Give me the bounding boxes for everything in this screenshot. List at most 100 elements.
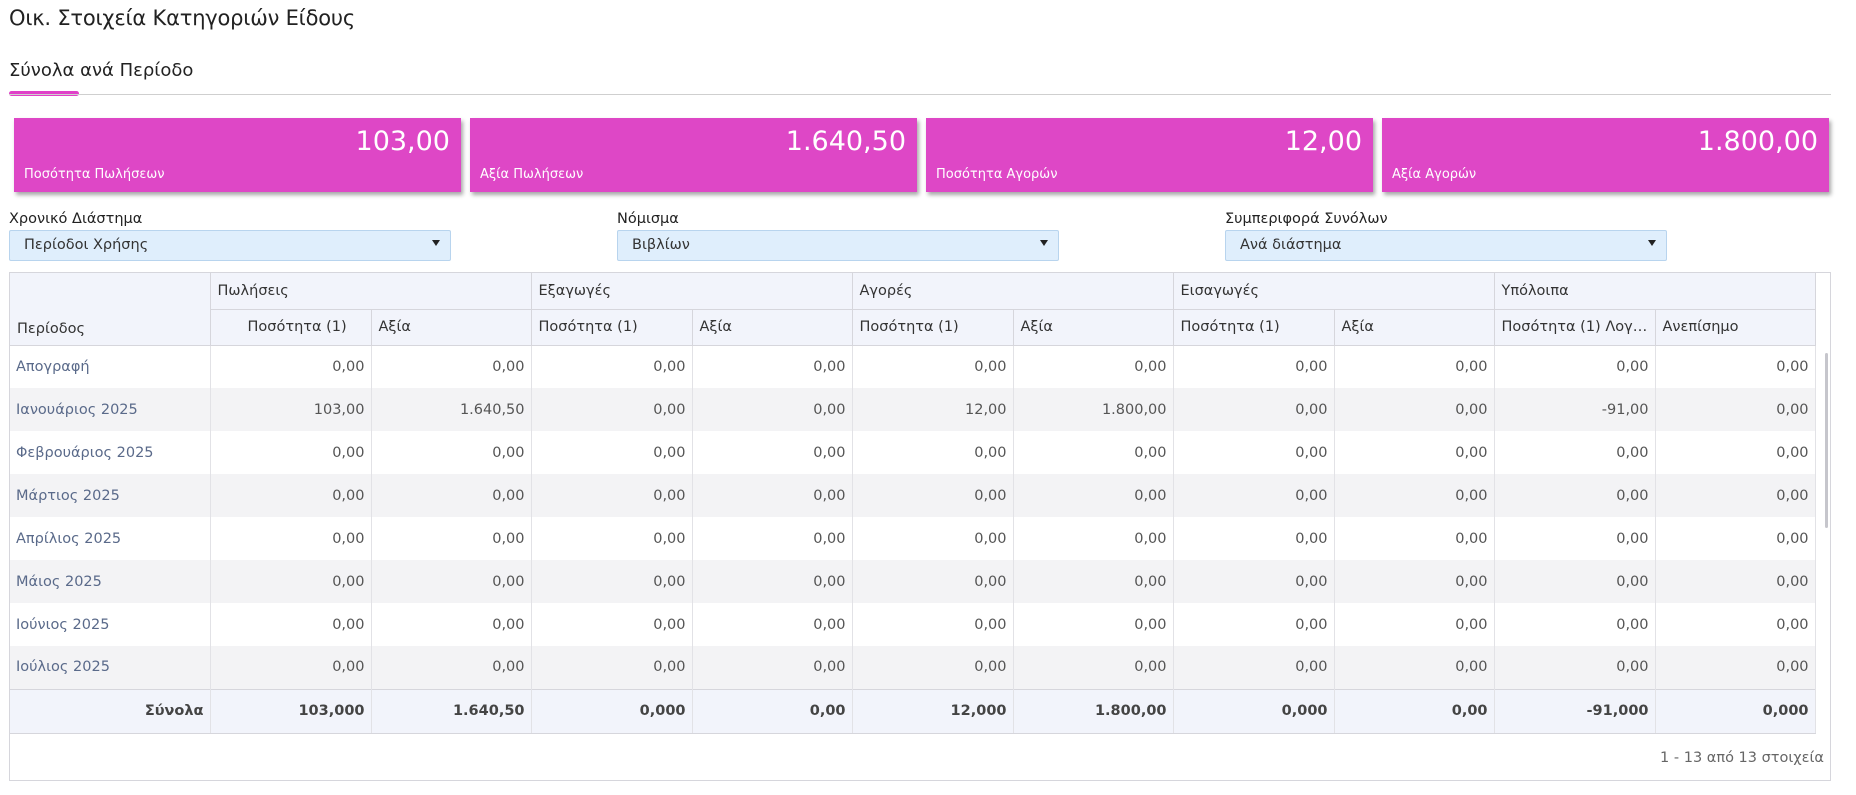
value-cell: 0,00 bbox=[1334, 431, 1495, 474]
value-cell: 0,00 bbox=[1334, 646, 1495, 689]
select-value: Βιβλίων bbox=[632, 237, 690, 253]
value-cell: 0,00 bbox=[371, 646, 532, 689]
summary-cards: 103,00 Ποσότητα Πωλήσεων 1.640,50 Αξία Π… bbox=[14, 118, 1829, 192]
card-label: Ποσότητα Πωλήσεων bbox=[24, 167, 165, 182]
group-header-balances: Υπόλοιπα bbox=[1494, 273, 1816, 310]
value-cell: 0,00 bbox=[1173, 388, 1335, 431]
value-cell: 0,00 bbox=[1655, 431, 1816, 474]
period-cell: Ιούνιος 2025 bbox=[10, 603, 211, 646]
table-row[interactable]: Φεβρουάριος 2025 0,00 0,00 0,00 0,00 0,00 0,00… bbox=[10, 431, 1816, 474]
value-cell: 0,00 bbox=[1334, 560, 1495, 603]
value-cell: 0,00 bbox=[1173, 474, 1335, 517]
total-cell: -91,000 bbox=[1494, 688, 1656, 734]
value-cell: 0,00 bbox=[371, 603, 532, 646]
value-cell: 0,00 bbox=[692, 646, 853, 689]
column-header-sales-quantity[interactable]: Ποσότητα (1) bbox=[210, 309, 372, 346]
table-row[interactable]: Απρίλιος 2025 0,00 0,00 0,00 0,00 0,00 0,00 0,0… bbox=[10, 517, 1816, 560]
caret-down-icon bbox=[432, 240, 440, 246]
caret-down-icon bbox=[1040, 240, 1048, 246]
total-cell: 0,000 bbox=[531, 688, 693, 734]
value-cell: 12,00 bbox=[852, 388, 1014, 431]
value-cell: 0,00 bbox=[1334, 474, 1495, 517]
value-cell: 0,00 bbox=[852, 560, 1014, 603]
column-header-exports-value[interactable]: Αξία bbox=[692, 309, 853, 346]
value-cell: 1.640,50 bbox=[371, 388, 532, 431]
card-label: Ποσότητα Αγορών bbox=[936, 167, 1058, 182]
table-row[interactable]: Απογραφή 0,00 0,00 0,00 0,00 0,00 0,00 0,00 0,00… bbox=[10, 345, 1816, 388]
value-cell: 0,00 bbox=[1013, 646, 1174, 689]
column-header-balance-quantity[interactable]: Ποσότητα (1) Λογιστ... bbox=[1494, 309, 1656, 346]
value-cell: 0,00 bbox=[692, 474, 853, 517]
period-cell: Φεβρουάριος 2025 bbox=[10, 431, 211, 474]
column-header-period[interactable]: Περίοδος bbox=[10, 273, 211, 346]
table-row[interactable]: Μάιος 2025 0,00 0,00 0,00 0,00 0,00 0,00 0,00 0,… bbox=[10, 560, 1816, 603]
value-cell: 0,00 bbox=[1173, 431, 1335, 474]
caret-down-icon bbox=[1648, 240, 1656, 246]
tab-bar: Σύνολα ανά Περίοδο bbox=[9, 56, 1831, 98]
value-cell: 0,00 bbox=[210, 560, 372, 603]
period-cell: Απρίλιος 2025 bbox=[10, 517, 211, 560]
total-cell: 1.800,00 bbox=[1013, 688, 1174, 734]
total-cell: 0,00 bbox=[692, 688, 853, 734]
column-header-purchases-value[interactable]: Αξία bbox=[1013, 309, 1174, 346]
total-cell: 0,00 bbox=[1334, 688, 1495, 734]
value-cell: 0,00 bbox=[210, 431, 372, 474]
value-cell: 0,00 bbox=[852, 474, 1014, 517]
value-cell: 0,00 bbox=[852, 517, 1014, 560]
value-cell: 0,00 bbox=[852, 345, 1014, 388]
currency-select[interactable]: Βιβλίων bbox=[617, 230, 1059, 261]
period-cell: Μάρτιος 2025 bbox=[10, 474, 211, 517]
value-cell: 0,00 bbox=[852, 603, 1014, 646]
value-cell: 0,00 bbox=[210, 474, 372, 517]
column-header-imports-quantity[interactable]: Ποσότητα (1) bbox=[1173, 309, 1335, 346]
total-cell: 1.640,50 bbox=[371, 688, 532, 734]
value-cell: 0,00 bbox=[1173, 646, 1335, 689]
value-cell: 0,00 bbox=[210, 603, 372, 646]
card-label: Αξία Πωλήσεων bbox=[480, 167, 584, 182]
value-cell: 0,00 bbox=[1494, 345, 1656, 388]
period-cell: Απογραφή bbox=[10, 345, 211, 388]
column-header-sales-value[interactable]: Αξία bbox=[371, 309, 532, 346]
pager-info: 1 - 13 από 13 στοιχεία bbox=[1660, 750, 1824, 766]
period-cell: Ιανουάριος 2025 bbox=[10, 388, 211, 431]
value-cell: 0,00 bbox=[1494, 431, 1656, 474]
card-label: Αξία Αγορών bbox=[1392, 167, 1477, 182]
value-cell: 1.800,00 bbox=[1013, 388, 1174, 431]
table-row[interactable]: Ιούνιος 2025 0,00 0,00 0,00 0,00 0,00 0,00 0,00… bbox=[10, 603, 1816, 646]
table-row[interactable]: Ιούλιος 2025 0,00 0,00 0,00 0,00 0,00 0,00 0,00… bbox=[10, 646, 1816, 689]
value-cell: 0,00 bbox=[1655, 388, 1816, 431]
value-cell: 0,00 bbox=[1655, 560, 1816, 603]
value-cell: 0,00 bbox=[531, 474, 693, 517]
column-header-purchases-quantity[interactable]: Ποσότητα (1) bbox=[852, 309, 1014, 346]
totals-row: Σύνολα 103,000 1.640,50 0,000 0,00 12,00… bbox=[10, 688, 1816, 734]
value-cell: 0,00 bbox=[692, 517, 853, 560]
card-purchases-value: 1.800,00 Αξία Αγορών bbox=[1382, 118, 1829, 192]
table-row[interactable]: Μάρτιος 2025 0,00 0,00 0,00 0,00 0,00 0,00 0,00… bbox=[10, 474, 1816, 517]
value-cell: 0,00 bbox=[371, 345, 532, 388]
totals-behavior-select[interactable]: Ανά διάστημα bbox=[1225, 230, 1667, 261]
card-value: 1.640,50 bbox=[785, 126, 906, 157]
column-header-imports-value[interactable]: Αξία bbox=[1334, 309, 1495, 346]
grid-body: Απογραφή 0,00 0,00 0,00 0,00 0,00 0,00 0,00 0,00… bbox=[10, 345, 1816, 689]
value-cell: 0,00 bbox=[692, 431, 853, 474]
value-cell: 0,00 bbox=[692, 388, 853, 431]
value-cell: 0,00 bbox=[1655, 603, 1816, 646]
value-cell: 0,00 bbox=[1013, 431, 1174, 474]
group-header-exports: Εξαγωγές bbox=[531, 273, 853, 310]
select-value: Περίοδοι Χρήσης bbox=[24, 237, 149, 253]
data-grid: Περίοδος Πωλήσεις Εξαγωγές Αγορές Εισαγω… bbox=[9, 272, 1831, 781]
value-cell: 0,00 bbox=[210, 345, 372, 388]
value-cell: 0,00 bbox=[1173, 560, 1335, 603]
card-value: 1.800,00 bbox=[1697, 126, 1818, 157]
tab-totals-per-period[interactable]: Σύνολα ανά Περίοδο bbox=[9, 60, 194, 81]
column-header-balance-unofficial[interactable]: Ανεπίσημο bbox=[1655, 309, 1816, 346]
value-cell: 0,00 bbox=[852, 431, 1014, 474]
time-period-select[interactable]: Περίοδοι Χρήσης bbox=[9, 230, 451, 261]
period-cell: Μάιος 2025 bbox=[10, 560, 211, 603]
value-cell: 0,00 bbox=[1173, 517, 1335, 560]
table-row[interactable]: Ιανουάριος 2025 103,00 1.640,50 0,00 0,00 12,… bbox=[10, 388, 1816, 431]
column-header-exports-quantity[interactable]: Ποσότητα (1) bbox=[531, 309, 693, 346]
card-purchases-quantity: 12,00 Ποσότητα Αγορών bbox=[926, 118, 1373, 192]
vertical-scrollbar[interactable] bbox=[1825, 353, 1828, 528]
